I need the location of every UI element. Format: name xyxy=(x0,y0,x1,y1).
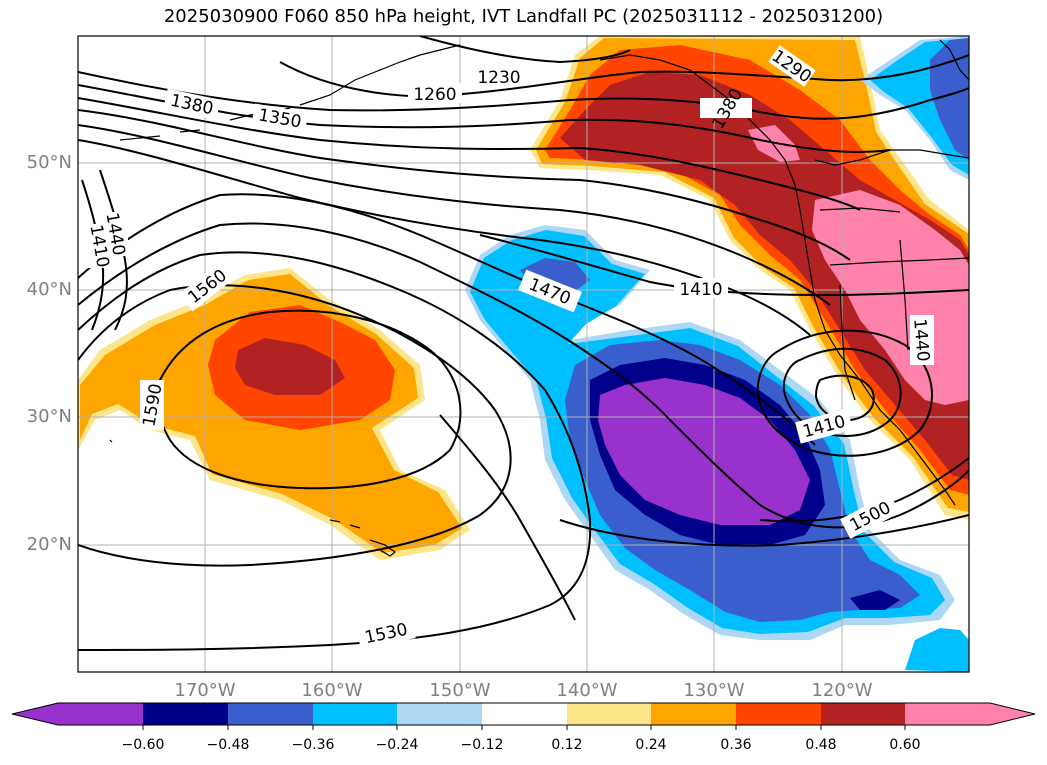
colorbar-segment xyxy=(821,703,905,725)
longitude-label: 150°W xyxy=(429,680,491,701)
colorbar-segment xyxy=(567,703,651,725)
contour-label: 1260 xyxy=(413,85,456,105)
colorbar-segment xyxy=(482,703,567,725)
longitude-label: 170°W xyxy=(174,680,236,701)
longitude-label: 140°W xyxy=(556,680,618,701)
contour-1530 xyxy=(78,251,592,651)
colorbar xyxy=(11,702,1036,730)
contour-1500-south xyxy=(759,457,969,523)
contour-1410-low xyxy=(782,347,902,437)
colorbar-extend-max xyxy=(990,703,1035,725)
colorbar-tick-label: 0.36 xyxy=(720,737,752,753)
longitude-label: 130°W xyxy=(683,680,745,701)
colorbar-segment xyxy=(397,703,482,725)
contour-1230 xyxy=(419,36,631,64)
colorbar-tick-label: −0.12 xyxy=(460,737,504,753)
map-frame xyxy=(77,35,970,673)
latitude-label: 40°N xyxy=(26,279,72,300)
latitude-label: 50°N xyxy=(26,152,72,173)
contour-label: 1230 xyxy=(477,68,520,88)
contour-1290 xyxy=(78,71,969,120)
latitude-label: 20°N xyxy=(26,534,72,555)
contour-1470 xyxy=(78,193,816,446)
colorbar-tick-label: 0.24 xyxy=(635,737,667,753)
contour-1410-west xyxy=(81,179,105,331)
colorbar-extend-min xyxy=(12,703,58,725)
contour-1440-top xyxy=(78,139,811,336)
colorbar-tick-label: −0.24 xyxy=(375,737,419,753)
longitude-label: 120°W xyxy=(811,680,873,701)
map-title: 2025030900 F060 850 hPa height, IVT Land… xyxy=(163,6,884,27)
positive-anomaly-west-048 xyxy=(235,338,345,395)
contour-1380 xyxy=(78,109,851,261)
colorbar-segment xyxy=(58,703,143,725)
contour-1350 xyxy=(78,97,861,211)
contour-1260-a xyxy=(279,54,969,98)
colorbar-tick-label: −0.48 xyxy=(206,737,250,753)
colorbar-segment xyxy=(228,703,313,725)
colorbar-tick-label: 0.48 xyxy=(805,737,837,753)
colorbar-tick-label: −0.36 xyxy=(291,737,335,753)
negative-anomaly-060 xyxy=(598,378,810,525)
contour-1590 xyxy=(156,309,462,490)
negative-anomaly-southeast-corner xyxy=(905,628,969,672)
colorbar-outline xyxy=(11,702,1036,726)
contour-extra-1 xyxy=(559,514,969,547)
contour-1440-west xyxy=(99,169,128,331)
colorbar-segment xyxy=(736,703,821,725)
colorbar-segment xyxy=(905,703,990,725)
contour-label: 1410 xyxy=(679,280,722,300)
colorbar-segment xyxy=(651,703,736,725)
contour-label-backgrounds xyxy=(88,45,934,650)
longitude-label: 160°W xyxy=(301,680,363,701)
contour-label: 1440 xyxy=(909,318,933,363)
latitude-label: 30°N xyxy=(26,406,72,427)
colorbar-tick-label: 0.60 xyxy=(889,737,921,753)
colorbar-segment xyxy=(313,703,397,725)
contour-1320 xyxy=(78,84,891,153)
colorbar-segment xyxy=(143,703,228,725)
contour-1410-top xyxy=(78,124,831,306)
colorbar-tick-label: 0.12 xyxy=(551,737,583,753)
colorbar-tick-label: −0.60 xyxy=(121,737,165,753)
contour-1440-low xyxy=(756,329,933,457)
contour-extra-2 xyxy=(439,414,576,621)
